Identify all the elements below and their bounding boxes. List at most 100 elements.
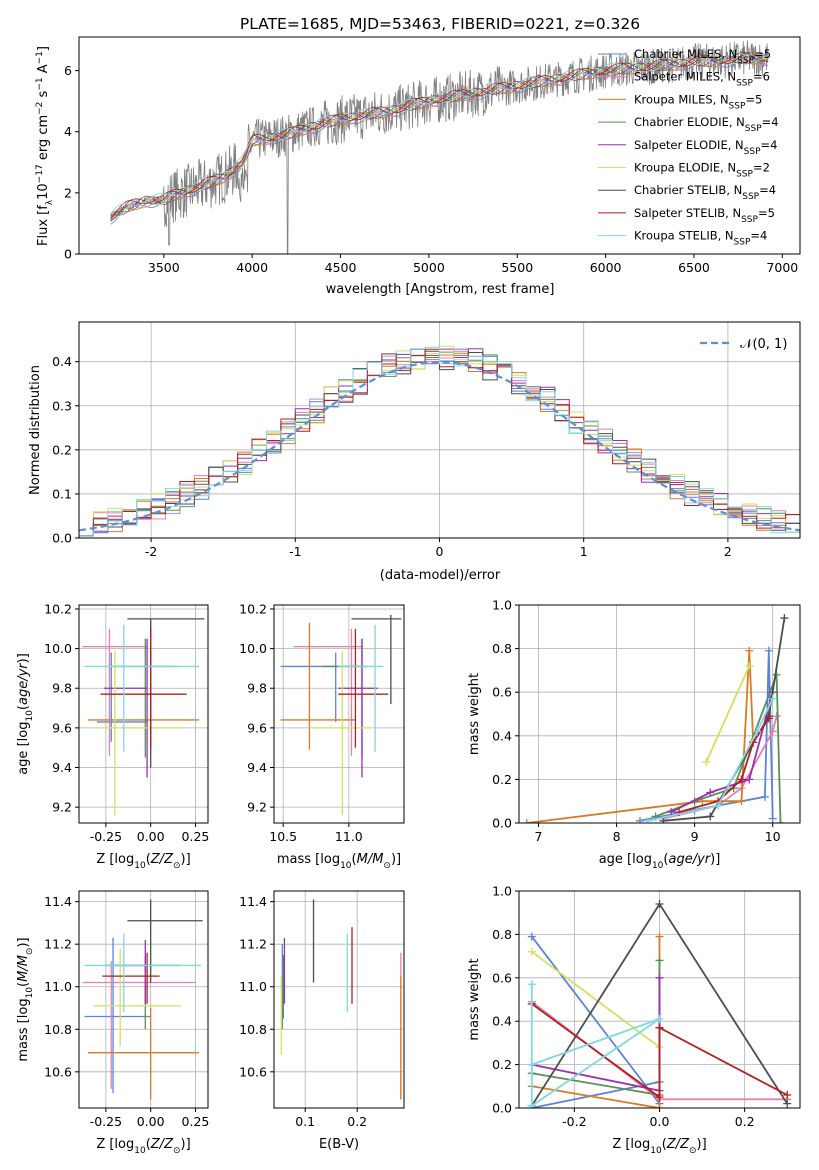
metallicity-age-panel: -0.25 0.00 0.25 9.2 9.4 9.6 9.8 10.0 10.2 Z [log1… [16,601,209,871]
x-tick-label: 0.2 [347,1114,367,1129]
y-tick-label: 10.0 [239,641,267,656]
data-point-marker [768,814,777,823]
y-tick-label: 9.2 [52,800,72,815]
model-spectrum-line [110,55,769,217]
model-spectrum-line [110,51,769,219]
y-tick-label: 0.8 [492,641,512,656]
y-axis-label: mass [log10(M/M⊙)] [16,937,35,1061]
y-tick-label: 0 [64,247,72,262]
x-tick-label: 4000 [236,260,268,275]
plot-area [79,345,800,537]
metallicity-mass-weight-panel: -0.2 0.0 0.2 0.0 0.2 0.4 0.6 0.8 1.0 Z [log10(Z/Z… [467,884,801,1156]
data-point-marker [702,757,711,766]
x-tick-label: 0.1 [295,1114,315,1129]
data-point-marker [706,812,715,821]
x-tick-label: 6500 [678,260,710,275]
plot-area [82,899,203,1100]
data-point-marker [655,932,664,941]
y-tick-label: 0.4 [492,728,512,743]
y-tick-label: 0.6 [492,685,512,700]
y-tick-label: 2 [64,185,72,200]
residual-histogram-panel: -2 -1 0 1 2 0.0 0.1 0.2 0.3 0.4 𝒩(0, 1) (data-model… [28,321,801,583]
plot-area [110,40,769,254]
x-tick-label: 10.5 [269,829,297,844]
y-tick-label: 11.2 [239,937,267,952]
figure-title: PLATE=1685, MJD=53463, FIBERID=0221, z=0… [240,15,640,33]
x-tick-label: 7 [535,829,543,844]
x-tick-label: 6000 [590,260,622,275]
data-point-marker [706,788,715,797]
x-axis-label: (data-model)/error [380,568,501,583]
x-tick-label: 0.0 [650,1114,670,1129]
data-point-marker [655,900,664,909]
x-axis-label: Z [log10(Z/Z⊙)] [96,852,190,871]
x-tick-label: 0.25 [182,829,210,844]
y-tick-label: 9.4 [247,760,267,775]
data-point-marker [764,714,773,723]
legend-entry-label: 𝒩(0, 1) [740,337,787,352]
plot-area [522,614,789,823]
mass-weight-line [526,650,755,823]
y-tick-label: 9.6 [247,720,267,735]
legend-entry-label: Kroupa MILES, NSSP=5 [634,92,762,111]
plot-area [280,899,402,1100]
mass-weight-line [530,984,661,1108]
x-tick-label: 0.00 [137,829,165,844]
x-tick-label: 0.25 [182,1114,210,1129]
y-tick-label: 0.4 [52,354,72,369]
y-axis-label: mass weight [467,958,482,1040]
plot-area [280,614,402,816]
data-point-marker [655,956,664,965]
x-tick-label: -2 [145,544,157,559]
model-spectrum-line [110,55,769,225]
y-tick-label: 1.0 [492,884,512,899]
x-tick-label: 4500 [325,260,357,275]
data-point-marker [783,1099,792,1108]
axes-frame [78,604,209,824]
data-point-marker [745,662,754,671]
data-point-marker [768,727,777,736]
x-axis-label: age [log10(age/yr)] [599,852,721,871]
ebv-mass-panel: 0.1 0.2 10.6 10.8 11.0 11.2 11.4 E(B-V) [239,890,405,1152]
x-tick-label: 7000 [766,260,798,275]
x-tick-label: -1 [289,544,301,559]
x-tick-label: 8 [613,829,621,844]
y-axis-label: age [log10(age/yr)] [16,653,35,775]
data-point-marker [753,727,762,736]
data-point-marker [737,775,746,784]
y-tick-label: 10.8 [44,1022,72,1037]
model-spectrum-line [110,52,769,221]
y-tick-label: 11.4 [239,894,267,909]
x-tick-label: 0.00 [137,1114,165,1129]
y-tick-label: 0.8 [492,927,512,942]
x-tick-label: 5000 [413,260,445,275]
y-tick-label: 0.2 [492,1057,512,1072]
y-tick-label: 0.4 [492,1014,512,1029]
data-point-marker [527,980,536,989]
x-tick-label: 9 [691,829,699,844]
y-tick-label: 0.0 [52,531,72,546]
y-axis-label: Normed distribution [28,365,43,495]
data-point-marker [655,1093,664,1102]
y-tick-label: 9.4 [52,760,72,775]
mass-weight-line [531,951,661,1048]
data-point-marker [655,1015,664,1024]
data-point-marker [655,1023,664,1032]
axes-frame [78,36,801,255]
y-axis-label: mass weight [467,673,482,755]
y-tick-label: 0.2 [52,442,72,457]
y-tick-label: 10.2 [239,601,267,616]
legend-entry-label: Chabrier ELODIE, NSSP=4 [634,115,779,134]
y-tick-label: 11.0 [44,979,72,994]
y-tick-label: 0.6 [492,970,512,985]
y-tick-label: 9.6 [52,720,72,735]
data-point-marker [745,775,754,784]
data-point-marker [745,646,754,655]
axes-frame [518,604,801,824]
y-tick-label: 0.1 [52,486,72,501]
axes-frame [273,890,405,1109]
mass-weight-line [531,977,661,1092]
model-spectrum-line [110,53,769,216]
spectrum-panel: 3500 4000 4500 5000 5500 6000 6500 7000 0 2 4 6 Chab… [35,36,801,297]
